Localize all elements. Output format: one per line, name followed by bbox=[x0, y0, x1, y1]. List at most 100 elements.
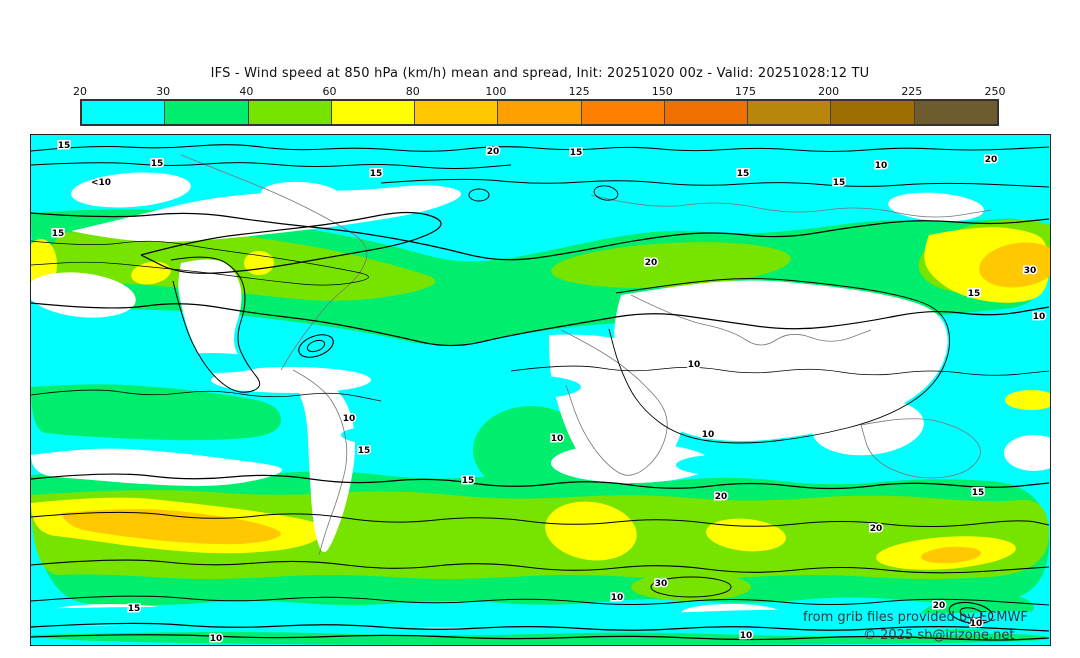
filled-contour-region bbox=[545, 501, 637, 561]
filled-contour-region bbox=[131, 261, 171, 285]
colorbar-segment bbox=[331, 101, 416, 124]
contour-label: 15 bbox=[58, 141, 71, 151]
contour-label: 10 bbox=[611, 593, 624, 603]
colorbar-segment bbox=[248, 101, 332, 124]
contour-label: 20 bbox=[870, 524, 883, 534]
contour-label: 15 bbox=[128, 604, 141, 614]
contour-label: 15 bbox=[358, 446, 371, 456]
contour-label: 15 bbox=[833, 178, 846, 188]
contour-label: 10 bbox=[740, 631, 753, 641]
contour-label: 15 bbox=[570, 148, 583, 158]
colorbar-tick: 80 bbox=[405, 85, 420, 98]
colorbar-scale bbox=[80, 99, 999, 126]
colorbar-segment bbox=[82, 101, 166, 124]
filled-contour-region bbox=[979, 242, 1050, 288]
contour-line bbox=[630, 294, 872, 346]
filled-contour-region bbox=[676, 454, 786, 476]
contour-label: 30 bbox=[655, 579, 668, 589]
colorbar-tick: 200 bbox=[818, 85, 840, 98]
colorbar-tick: 20 bbox=[73, 85, 87, 98]
contour-label: 10 bbox=[875, 161, 888, 171]
contour-label: 20 bbox=[985, 155, 998, 165]
colorbar-segment bbox=[415, 101, 499, 124]
colorbar-tick: 40 bbox=[239, 85, 254, 98]
filled-contour-region bbox=[341, 426, 421, 444]
colorbar-segment bbox=[664, 101, 749, 124]
colorbar-segment bbox=[581, 101, 665, 124]
contour-line bbox=[31, 559, 1050, 574]
contour-label: 20 bbox=[645, 258, 658, 268]
contour-line bbox=[31, 473, 1050, 490]
filled-contour-region bbox=[551, 443, 711, 483]
colorbar-tick: 30 bbox=[156, 85, 171, 98]
contour-line bbox=[590, 194, 992, 218]
colorbar-legend: 20 30 40 60 80 100 125 150 175 200 225 250 bbox=[73, 85, 1006, 128]
contour-label: 10 bbox=[343, 414, 356, 424]
filled-contour-region bbox=[1005, 390, 1050, 410]
contour-line bbox=[31, 595, 1050, 606]
filled-contour-region bbox=[1004, 435, 1050, 471]
filled-contour-region bbox=[706, 518, 786, 552]
contour-line bbox=[292, 369, 348, 556]
filled-contour-region bbox=[244, 251, 274, 275]
contour-loop bbox=[298, 334, 334, 358]
filled-contour-region bbox=[156, 353, 266, 373]
map-canvas: 15 15 <10 15 15 20 15 15 10 15 20 20 30 15 10 10 10 10 10 1… bbox=[31, 135, 1050, 645]
contour-line bbox=[31, 240, 369, 286]
colorbar-tick: 175 bbox=[734, 85, 756, 98]
colorbar-tick: 150 bbox=[651, 85, 673, 98]
contour-line bbox=[510, 365, 1050, 376]
contour-label: 30 bbox=[1024, 266, 1037, 276]
colorbar-segment bbox=[498, 101, 582, 124]
filled-contour-region bbox=[293, 367, 355, 553]
colorbar-segment bbox=[831, 101, 915, 124]
colorbar-segment bbox=[914, 101, 997, 124]
filled-contour-region bbox=[441, 374, 581, 400]
contour-loop bbox=[306, 339, 326, 353]
contour-label: <10 bbox=[91, 178, 111, 188]
wind-speed-map: 15 15 <10 15 15 20 15 15 10 15 20 20 30 15 10 10 10 10 10 1… bbox=[30, 134, 1051, 646]
colorbar-tick: 125 bbox=[568, 85, 590, 98]
contour-line bbox=[31, 144, 1050, 153]
contour-label: 20 bbox=[715, 492, 728, 502]
filled-contour-region bbox=[71, 185, 461, 243]
contour-line bbox=[608, 278, 951, 444]
colorbar-tick: 100 bbox=[485, 85, 507, 98]
contour-line bbox=[140, 211, 442, 274]
contour-line bbox=[31, 634, 1050, 641]
contour-loop bbox=[948, 601, 994, 625]
filled-contour-region bbox=[921, 546, 981, 564]
colorbar-tick: 60 bbox=[322, 85, 337, 98]
contour-label: 15 bbox=[972, 488, 985, 498]
filled-contour-region bbox=[211, 367, 371, 393]
contour-loop bbox=[593, 185, 619, 201]
contour-line bbox=[860, 418, 981, 479]
contour-label: 10 bbox=[1033, 312, 1046, 322]
filled-contour-region bbox=[31, 448, 282, 487]
contour-line bbox=[170, 256, 261, 393]
contour-line bbox=[31, 511, 1050, 527]
contour-line bbox=[31, 162, 512, 170]
contour-label: 10 bbox=[688, 360, 701, 370]
filled-contour-region bbox=[888, 192, 984, 222]
contour-label: 10 bbox=[210, 634, 223, 644]
colorbar-tick-labels: 20 30 40 60 80 100 125 150 175 200 225 250 bbox=[73, 85, 1006, 98]
contour-label: 15 bbox=[737, 169, 750, 179]
contour-label: 20 bbox=[933, 601, 946, 611]
contour-line bbox=[31, 622, 1050, 632]
filled-contour-region bbox=[551, 242, 791, 288]
contour-label: 10 bbox=[702, 430, 715, 440]
colorbar-segment bbox=[165, 101, 249, 124]
contour-line bbox=[31, 302, 1050, 347]
filled-contour-region bbox=[812, 398, 924, 456]
filled-contour-region bbox=[71, 172, 191, 208]
filled-contour-region bbox=[31, 384, 281, 441]
contour-label: 15 bbox=[52, 229, 65, 239]
chart-title: IFS - Wind speed at 850 hPa (km/h) mean … bbox=[210, 66, 870, 81]
filled-contour-region bbox=[31, 490, 1049, 579]
contour-loop bbox=[959, 607, 983, 619]
contour-loop bbox=[650, 576, 732, 598]
contour-label: 20 bbox=[487, 147, 500, 157]
filled-contour-region bbox=[31, 272, 136, 318]
